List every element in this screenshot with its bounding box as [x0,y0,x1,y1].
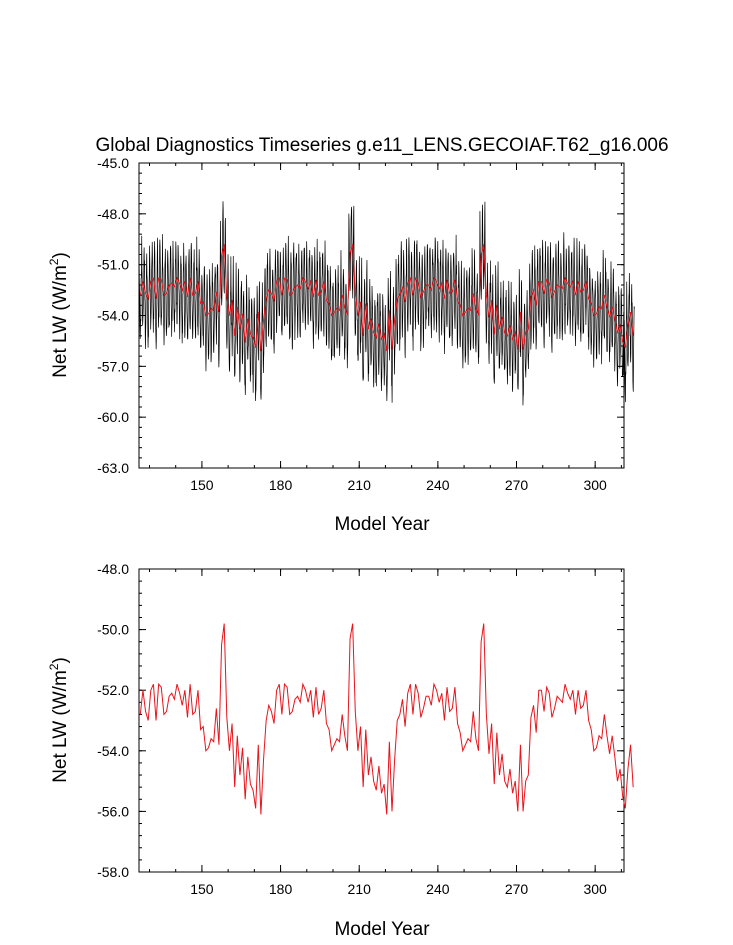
x-axis-title-top: Model Year [334,514,430,535]
y-tick-label: -58.0 [97,864,129,880]
y-tick-label: -56.0 [97,803,129,819]
y-tick-label: -51.0 [97,257,129,273]
x-tick-label: 180 [269,881,293,897]
data-lines-top [138,201,635,406]
x-tick-label: 240 [426,477,450,493]
y-axis-title-top-sup: 2 [47,258,61,265]
y-tick-label: -54.0 [97,743,129,759]
x-tick-label: 180 [269,477,293,493]
data-lines-bottom [139,623,634,815]
annual-timeseries-panel: 150 180 210 240 270 300 -48.0-50.0-52.0-54.0-… [47,561,634,940]
y-axis-title-bottom-sup: 2 [47,663,61,670]
y-tick-label: -48.0 [97,561,129,577]
y-tick-label: -57.0 [97,358,129,374]
x-tick-label: 240 [426,881,450,897]
monthly-mean-line [138,201,635,406]
x-tick-labels-bottom: 150 180 210 240 270 300 [190,881,607,897]
y-tick-label: -63.0 [97,460,129,476]
plot-frame-bottom [138,568,625,873]
y-axis-title-bottom: Net LW (W/m2) [47,657,71,783]
y-axis-title-top: Net LW (W/m2) [47,252,71,378]
x-tick-labels-top: 150 180 210 240 270 300 [190,477,607,493]
y-axis-title-top-main: Net LW (W/m [50,265,71,378]
x-tick-label: 150 [190,477,214,493]
y-tick-label: -54.0 [97,308,129,324]
annual-mean-overlay-line [139,244,634,352]
axis-ticks-bottom [139,568,624,873]
y-tick-labels-top: -45.0 -48.0 -51.0 -54.0 -57.0 -60.0 -63.0 [97,155,129,476]
x-tick-label: 270 [505,881,529,897]
y-axis-title-top-end: ) [50,252,71,258]
chart-title: Global Diagnostics Timeseries g.e11_LENS… [95,135,668,156]
annual-mean-line [139,623,634,815]
y-tick-label: -50.0 [97,622,129,638]
x-tick-label: 210 [348,881,372,897]
y-tick-label: -60.0 [97,409,129,425]
monthly-timeseries-panel: 150 180 210 240 270 300 -45.0-48.0-51.0-54.0-… [47,155,635,535]
x-tick-label: 150 [190,881,214,897]
x-tick-label: 210 [348,477,372,493]
x-axis-title-bottom: Model Year [334,919,430,940]
x-tick-label: 300 [583,477,607,493]
y-tick-label: -45.0 [97,155,129,171]
y-axis-title-bottom-end: ) [50,657,71,663]
y-axis-title-bottom-main: Net LW (W/m [50,670,71,783]
y-tick-label: -48.0 [97,206,129,222]
y-tick-label: -52.0 [97,682,129,698]
x-tick-label: 270 [505,477,529,493]
y-tick-labels-bottom: -48.0 -50.0 -52.0 -54.0 -56.0 -58.0 [97,561,129,880]
x-tick-label: 300 [583,881,607,897]
